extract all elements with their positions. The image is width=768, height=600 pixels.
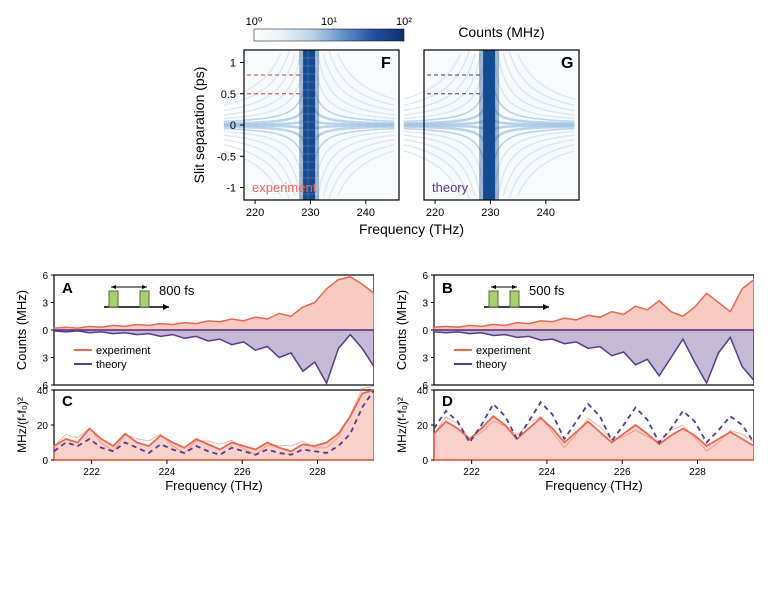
svg-text:0: 0 [422, 326, 428, 337]
svg-text:220: 220 [246, 207, 264, 219]
svg-text:6: 6 [42, 271, 48, 282]
svg-text:MHz/(f-f₀)²: MHz/(f-f₀)² [15, 397, 29, 453]
svg-text:-0.5: -0.5 [217, 151, 236, 163]
svg-text:experiment: experiment [476, 345, 530, 357]
svg-text:theory: theory [476, 359, 507, 371]
svg-text:222: 222 [463, 467, 480, 478]
svg-text:226: 226 [234, 467, 251, 478]
svg-text:224: 224 [539, 467, 556, 478]
svg-text:240: 240 [357, 207, 375, 219]
svg-text:B: B [442, 280, 453, 297]
svg-text:-1: -1 [226, 183, 236, 195]
svg-text:226: 226 [614, 467, 631, 478]
svg-text:10²: 10² [396, 16, 412, 28]
svg-text:228: 228 [689, 467, 706, 478]
svg-text:40: 40 [37, 386, 49, 397]
svg-text:224: 224 [159, 467, 176, 478]
svg-text:10¹: 10¹ [321, 16, 337, 28]
svg-text:0: 0 [422, 456, 428, 467]
svg-text:500 fs: 500 fs [529, 283, 565, 298]
svg-text:230: 230 [481, 207, 499, 219]
svg-text:Counts (MHz): Counts (MHz) [394, 290, 409, 370]
svg-text:MHz/(f-f₀)²: MHz/(f-f₀)² [395, 397, 409, 453]
svg-text:20: 20 [37, 421, 49, 432]
svg-text:222: 222 [83, 467, 100, 478]
svg-text:theory: theory [432, 180, 469, 195]
svg-text:experiment: experiment [252, 180, 317, 195]
svg-text:220: 220 [426, 207, 444, 219]
svg-text:3: 3 [42, 354, 48, 365]
svg-text:240: 240 [537, 207, 555, 219]
svg-text:Frequency (THz): Frequency (THz) [359, 221, 464, 237]
svg-text:theory: theory [96, 359, 127, 371]
svg-text:0: 0 [230, 120, 236, 132]
svg-text:experiment: experiment [96, 345, 150, 357]
svg-text:Counts (MHz): Counts (MHz) [14, 290, 29, 370]
svg-text:10⁰: 10⁰ [246, 16, 263, 28]
svg-text:6: 6 [422, 271, 428, 282]
svg-text:230: 230 [301, 207, 319, 219]
svg-text:D: D [442, 393, 453, 410]
svg-text:1: 1 [230, 58, 236, 70]
svg-text:Frequency (THz): Frequency (THz) [165, 478, 263, 493]
svg-text:G: G [561, 55, 573, 72]
svg-text:228: 228 [309, 467, 326, 478]
bottom-row: 6 3 0 3 6 A 800 fs experiment theory Counts (MHz)… [10, 265, 758, 525]
svg-text:800 fs: 800 fs [159, 283, 195, 298]
svg-text:0: 0 [42, 326, 48, 337]
top-panels-svg: 10⁰ 10¹ 10² Counts (MHz) Fexperiment Gtheory 1… [124, 10, 644, 245]
svg-text:20: 20 [417, 421, 429, 432]
svg-text:A: A [62, 280, 73, 297]
top-row: 10⁰ 10¹ 10² Counts (MHz) Fexperiment Gtheory 1… [10, 10, 758, 245]
svg-text:3: 3 [42, 299, 48, 310]
svg-text:40: 40 [417, 386, 429, 397]
svg-text:0.5: 0.5 [221, 89, 236, 101]
svg-text:3: 3 [422, 354, 428, 365]
bottom-left-svg: 63036A800 fsexperimenttheoryCounts (MHz)… [14, 265, 374, 525]
svg-text:3: 3 [422, 299, 428, 310]
svg-text:Counts (MHz): Counts (MHz) [458, 24, 544, 40]
svg-text:C: C [62, 393, 73, 410]
svg-text:Slit separation (ps): Slit separation (ps) [191, 67, 207, 184]
svg-text:Frequency (THz): Frequency (THz) [545, 478, 643, 493]
bottom-right-svg: 63036B500 fsexperimenttheoryCounts (MHz)… [394, 265, 754, 525]
svg-text:0: 0 [42, 456, 48, 467]
svg-text:F: F [381, 55, 391, 72]
